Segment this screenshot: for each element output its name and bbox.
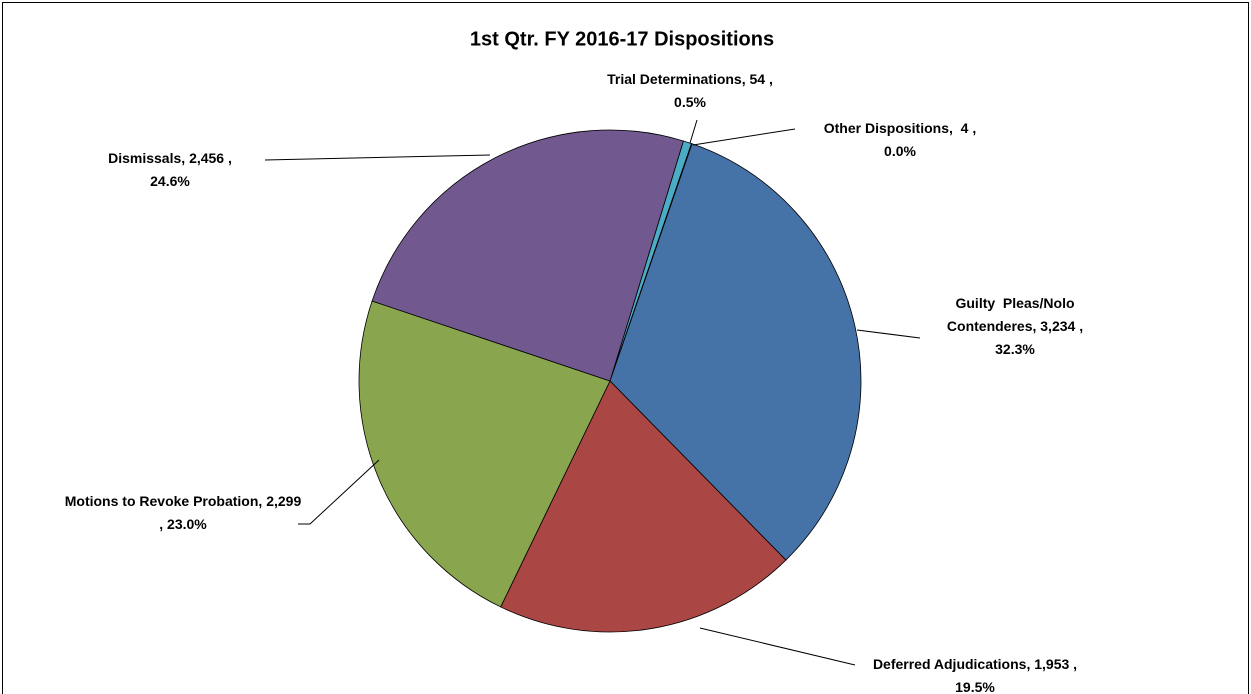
pie-slice — [500, 380, 787, 633]
leader-line — [264, 154, 491, 161]
label-percent: 24.6% — [150, 173, 190, 189]
leader-line — [692, 128, 796, 146]
label-category: Guilty Pleas/Nolo Contenderes, — [946, 295, 1079, 334]
label-category: Motions to Revoke Probation, — [64, 493, 263, 509]
data-label: Dismissals, 2,456 , 24.6% — [70, 147, 270, 193]
data-label: Trial Determinations, 54 , 0.5% — [575, 68, 805, 114]
label-value: 1,953 , — [1034, 656, 1078, 672]
data-label: Motions to Revoke Probation, 2,299 , 23.… — [63, 490, 303, 536]
pie-slice — [609, 143, 862, 561]
leader-line — [689, 119, 698, 144]
leader-line — [298, 459, 380, 525]
label-percent: 0.0% — [884, 143, 916, 159]
data-label: Other Dispositions, 4 , 0.0% — [785, 117, 1015, 163]
pie-slice — [371, 129, 684, 382]
label-percent: 0.5% — [674, 94, 706, 110]
label-value: 54 , — [749, 71, 773, 87]
data-label: Guilty Pleas/Nolo Contenderes, 3,234 , 3… — [929, 292, 1101, 361]
label-percent: 32.3% — [995, 341, 1035, 357]
label-value: 2,299 , — [159, 493, 306, 532]
leader-line — [699, 627, 856, 666]
leader-line — [856, 329, 921, 339]
label-percent: 23.0% — [167, 516, 207, 532]
label-value: 3,234 , — [1040, 318, 1084, 334]
label-category: Trial Determinations, — [607, 71, 746, 87]
label-value: 4 , — [960, 120, 977, 136]
label-percent: 19.5% — [955, 679, 995, 694]
label-category: Other Dispositions, — [823, 120, 957, 136]
pie-slice — [358, 300, 611, 608]
label-category: Deferred Adjudications, — [872, 656, 1031, 672]
data-label: Deferred Adjudications, 1,953 , 19.5% — [855, 653, 1095, 694]
chart-title: 1st Qtr. FY 2016-17 Dispositions — [470, 28, 774, 50]
label-category: Dismissals, — [108, 150, 186, 166]
label-value: 2,456 , — [189, 150, 232, 166]
